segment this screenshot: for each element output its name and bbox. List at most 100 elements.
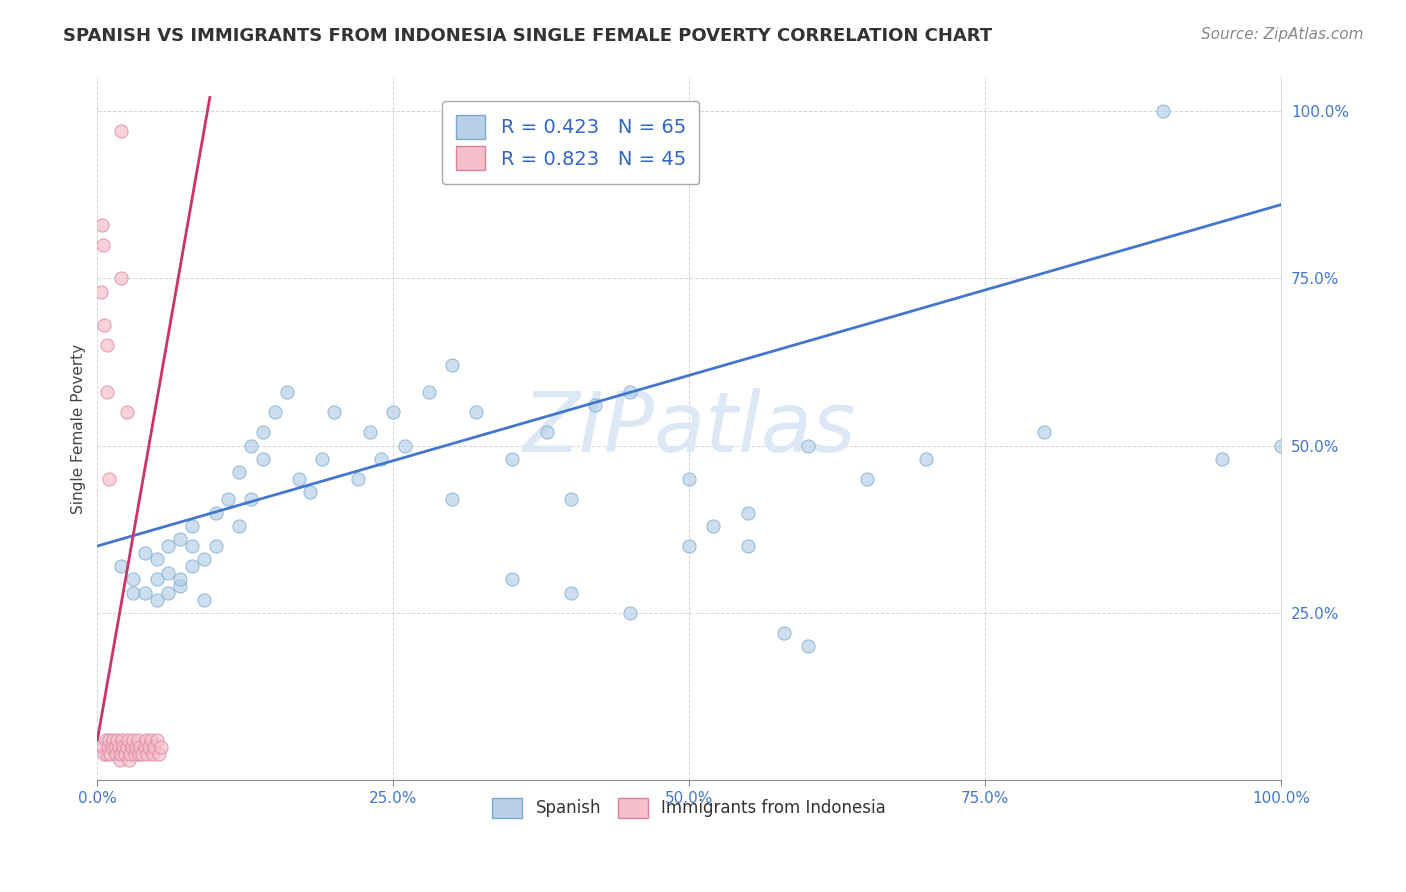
Point (394, 439, 416, 453)
Point (97, 739, 120, 754)
Point (193, 592, 215, 607)
Point (252, 452, 274, 467)
Point (96, 338, 118, 352)
Point (773, 626, 796, 640)
Point (346, 472, 368, 486)
Point (465, 405, 488, 419)
Point (501, 452, 523, 467)
Point (370, 452, 392, 467)
Point (115, 739, 138, 754)
Point (276, 385, 298, 400)
Point (100, 739, 122, 754)
Point (217, 492, 239, 507)
Point (124, 747, 146, 761)
Y-axis label: Single Female Poverty: Single Female Poverty (72, 343, 86, 514)
Point (98, 472, 121, 486)
Point (418, 385, 440, 400)
Point (252, 425, 274, 440)
Point (107, 739, 129, 754)
Point (560, 492, 582, 507)
Point (114, 747, 136, 761)
Point (359, 425, 381, 440)
Point (96, 747, 118, 761)
Point (855, 472, 877, 486)
Point (264, 405, 287, 419)
Point (678, 539, 700, 553)
Text: SPANISH VS IMMIGRANTS FROM INDONESIA SINGLE FEMALE POVERTY CORRELATION CHART: SPANISH VS IMMIGRANTS FROM INDONESIA SIN… (63, 27, 993, 45)
Point (143, 739, 166, 754)
Point (90, 285, 112, 299)
Point (136, 747, 159, 761)
Point (382, 405, 405, 419)
Point (299, 485, 322, 500)
Point (737, 506, 759, 520)
Point (94, 733, 117, 747)
Point (100, 747, 122, 761)
Point (104, 739, 127, 754)
Point (240, 439, 263, 453)
Point (915, 452, 938, 467)
Point (121, 739, 143, 754)
Point (117, 733, 139, 747)
Point (796, 640, 818, 654)
Point (111, 733, 134, 747)
Point (98, 733, 121, 747)
Point (583, 399, 606, 413)
Point (441, 492, 464, 507)
Point (125, 739, 148, 754)
Point (110, 747, 132, 761)
Point (536, 425, 558, 440)
Point (107, 733, 129, 747)
Point (91, 237, 114, 252)
Point (110, 271, 132, 285)
Point (169, 573, 191, 587)
Point (501, 573, 523, 587)
Point (150, 739, 173, 754)
Point (148, 747, 170, 761)
Point (96, 385, 118, 400)
Point (441, 359, 464, 373)
Point (145, 552, 167, 566)
Point (145, 733, 167, 747)
Point (1152, 103, 1174, 118)
Point (702, 519, 724, 533)
Point (105, 747, 128, 761)
Point (193, 552, 215, 566)
Point (737, 539, 759, 553)
Text: Source: ZipAtlas.com: Source: ZipAtlas.com (1201, 27, 1364, 42)
Point (157, 566, 180, 580)
Point (157, 586, 180, 600)
Point (311, 452, 333, 467)
Point (110, 124, 132, 138)
Point (287, 472, 309, 486)
Point (93, 318, 115, 332)
Point (135, 733, 157, 747)
Point (118, 753, 141, 767)
Point (138, 739, 160, 754)
Point (619, 606, 641, 620)
Point (145, 592, 167, 607)
Point (157, 539, 180, 553)
Point (134, 546, 156, 560)
Point (129, 739, 152, 754)
Point (121, 573, 143, 587)
Text: ZIPatlas: ZIPatlas (523, 388, 856, 469)
Point (1211, 452, 1233, 467)
Point (108, 753, 131, 767)
Point (169, 533, 191, 547)
Point (91, 218, 114, 232)
Point (131, 747, 153, 761)
Point (134, 739, 156, 754)
Point (204, 539, 226, 553)
Point (181, 539, 204, 553)
Point (228, 519, 250, 533)
Point (619, 385, 641, 400)
Point (240, 492, 263, 507)
Point (1270, 439, 1292, 453)
Point (127, 733, 149, 747)
Point (142, 747, 165, 761)
Point (93, 747, 115, 761)
Point (121, 733, 143, 747)
Point (1033, 425, 1056, 440)
Point (145, 573, 167, 587)
